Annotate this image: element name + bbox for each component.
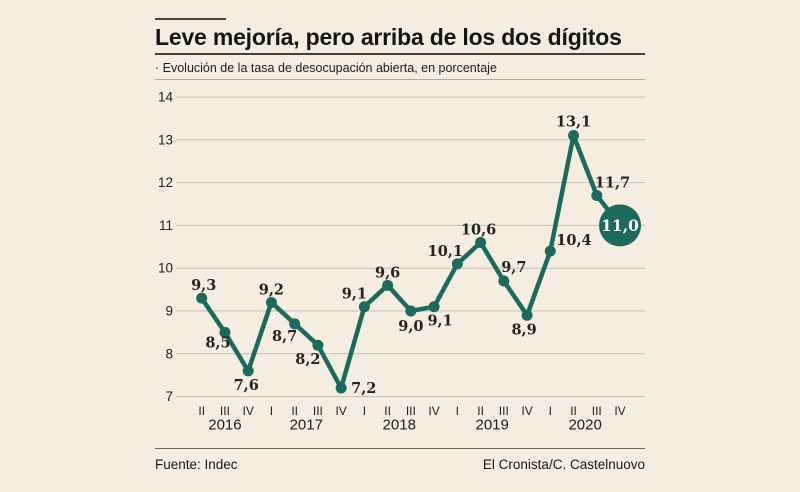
data-point-label-9: 9,0 (398, 318, 423, 335)
trend-line (199, 133, 623, 391)
header: Leve mejoría, pero arriba de los dos díg… (155, 0, 645, 80)
data-point-label-11: 10,1 (428, 243, 463, 260)
quarter-label-13: III (499, 404, 509, 418)
y-tick-label-11: 11 (159, 218, 173, 233)
data-point-15 (544, 245, 556, 257)
quarter-label-9: III (406, 404, 416, 418)
credit-label: El Cronista/C. Castelnuovo (482, 457, 645, 472)
data-point-label-6: 7,2 (351, 380, 376, 397)
data-point-label-15: 10,4 (556, 232, 591, 249)
highlight-value-label: 11,0 (601, 216, 639, 235)
quarter-label-8: II (384, 404, 391, 418)
quarter-label-17: III (592, 404, 602, 418)
data-point-17 (591, 189, 603, 201)
data-point-7 (358, 301, 370, 313)
top-accent-rule (155, 18, 226, 20)
title-rule (155, 53, 645, 55)
data-point-1 (219, 326, 231, 338)
data-point-label-5: 8,2 (295, 351, 320, 368)
data-point-label-12: 10,6 (461, 222, 496, 239)
data-point-0 (196, 292, 208, 304)
quarter-label-15: I (549, 404, 552, 418)
quarter-label-12: II (477, 404, 484, 418)
quarter-label-10: IV (428, 404, 439, 418)
data-point-5 (312, 339, 324, 351)
data-point-label-13: 9,7 (501, 259, 526, 276)
data-point-label-2: 7,6 (234, 377, 259, 394)
quarter-label-7: I (363, 404, 366, 418)
footer: Fuente: Indec El Cronista/C. Castelnuovo (155, 448, 645, 472)
quarter-label-5: III (313, 404, 323, 418)
quarter-label-14: IV (521, 404, 532, 418)
quarter-label-11: I (456, 404, 459, 418)
data-point-12 (475, 237, 487, 249)
data-point-11 (451, 258, 463, 270)
data-point-6 (335, 382, 347, 394)
quarter-label-2: IV (243, 404, 254, 418)
data-point-label-17: 11,7 (595, 174, 630, 191)
data-point-14 (521, 309, 533, 321)
y-tick-label-9: 9 (165, 304, 173, 319)
year-label-2018: 2018 (383, 417, 416, 434)
quarter-label-3: I (270, 404, 273, 418)
quarter-label-4: II (291, 404, 298, 418)
highlight-circle (599, 204, 642, 247)
data-point-16 (568, 130, 580, 142)
y-tick-label-10: 10 (158, 261, 173, 276)
data-point-10 (428, 301, 440, 313)
chart-subtitle: · Evolución de la tasa de desocupación a… (155, 61, 497, 75)
quarter-label-6: IV (335, 404, 346, 418)
y-tick-label-7: 7 (165, 389, 173, 404)
data-point-label-0: 9,3 (191, 277, 216, 294)
data-point-2 (242, 365, 254, 377)
year-label-2017: 2017 (290, 417, 323, 434)
y-tick-label-12: 12 (158, 175, 173, 190)
data-point-label-8: 9,6 (375, 264, 400, 281)
data-point-3 (265, 296, 277, 308)
year-label-2020: 2020 (568, 417, 601, 434)
y-tick-label-14: 14 (158, 90, 174, 105)
y-tick-label-13: 13 (158, 132, 173, 147)
data-point-label-16: 13,1 (556, 114, 591, 131)
quarter-label-0: II (198, 404, 205, 418)
quarter-label-16: II (570, 404, 577, 418)
year-label-2019: 2019 (476, 417, 509, 434)
data-point-label-3: 9,2 (259, 281, 284, 298)
quarter-label-18: IV (614, 404, 625, 418)
source-label: Fuente: Indec (155, 457, 238, 472)
data-point-label-10: 9,1 (427, 313, 452, 330)
data-point-label-4: 8,7 (272, 328, 297, 345)
data-point-9 (405, 305, 417, 317)
chart-title: Leve mejoría, pero arriba de los dos díg… (155, 24, 622, 50)
data-point-label-7: 9,1 (342, 286, 367, 303)
data-point-13 (498, 275, 510, 287)
y-tick-label-8: 8 (165, 346, 173, 361)
data-point-label-14: 8,9 (511, 321, 536, 338)
subtitle-rule (155, 79, 645, 80)
data-point-label-1: 8,5 (205, 334, 230, 351)
data-point-4 (289, 318, 301, 330)
data-point-8 (382, 279, 394, 291)
year-label-2016: 2016 (208, 417, 241, 434)
quarter-label-1: III (220, 404, 230, 418)
